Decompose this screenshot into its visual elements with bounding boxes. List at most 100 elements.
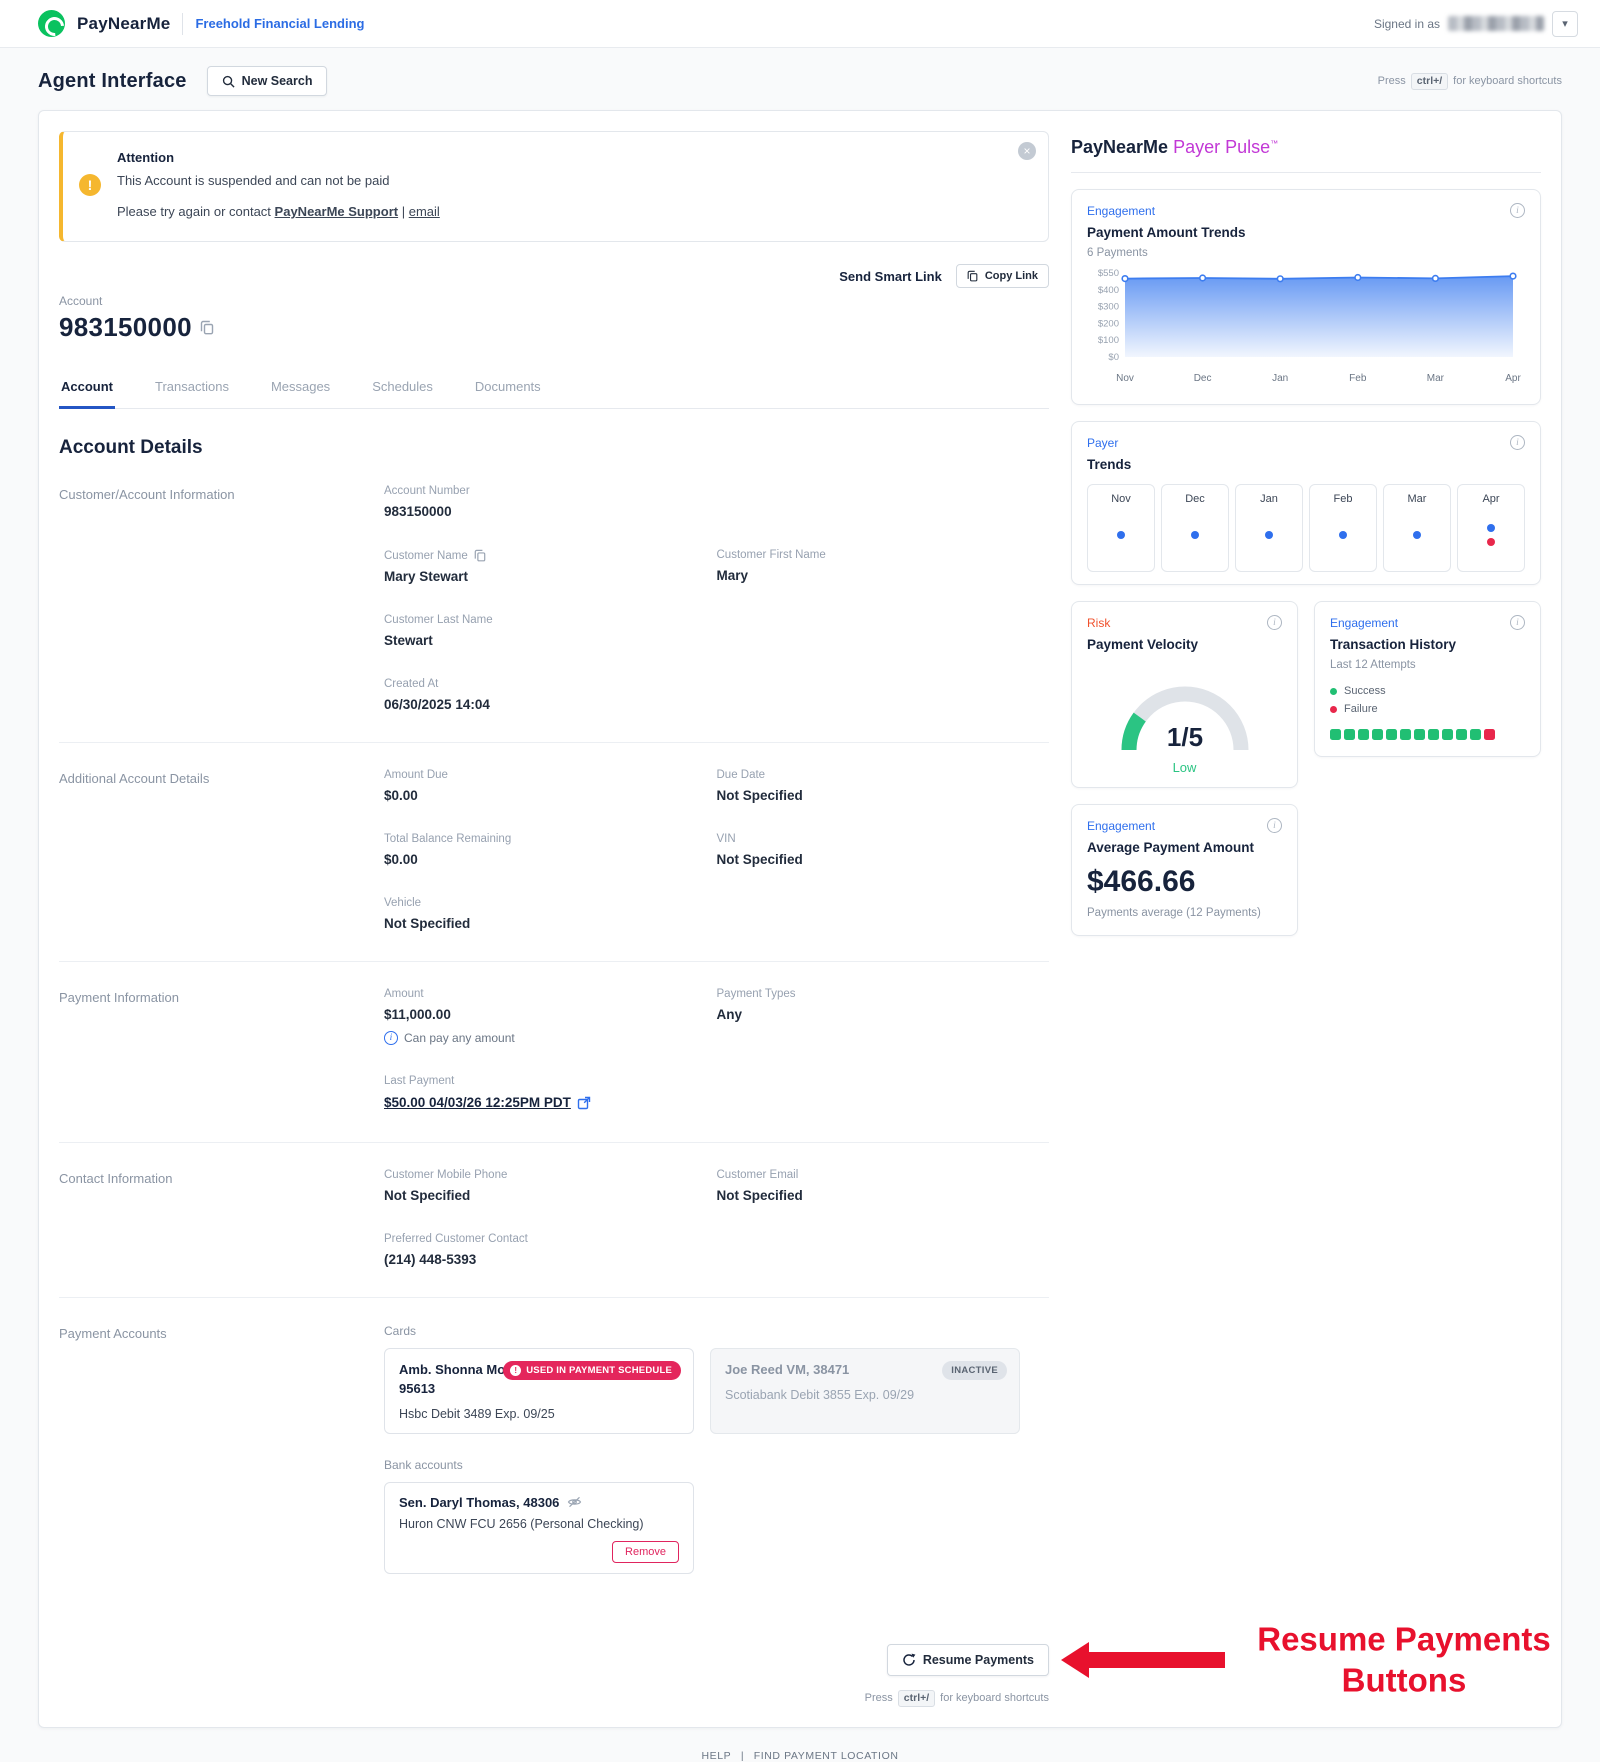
title-row: Agent Interface New Search Press ctrl+/ … [0,48,1600,110]
field-due-date: Due Date Not Specified [717,769,1050,803]
field-total-balance-remaining: Total Balance Remaining $0.00 [384,833,717,867]
new-search-button[interactable]: New Search [206,66,328,96]
field-value: Not Specified [716,788,803,803]
field-created-at: Created At 06/30/2025 14:04 [384,678,717,712]
svg-text:Mar: Mar [1427,373,1445,384]
tab-schedules[interactable]: Schedules [372,379,433,394]
copy-account-number-button[interactable] [200,320,214,335]
field-customer-last-name: Customer Last Name Stewart [384,614,717,648]
svg-text:Jan: Jan [1272,373,1288,384]
svg-text:Feb: Feb [1349,373,1367,384]
annotation-text: Resume Payments Buttons [1234,1618,1574,1701]
tab-messages[interactable]: Messages [270,379,331,394]
field-value: Mary [716,568,749,583]
month-label: Feb [1333,493,1353,505]
account-menu-button[interactable]: ▾ [1552,10,1578,37]
svg-text:$100: $100 [1098,335,1119,346]
find-payment-location-link[interactable]: FIND PAYMENT LOCATION [753,1749,899,1762]
month-dots [1339,505,1347,571]
support-link[interactable]: PayNearMe Support [274,204,399,219]
tab-documents[interactable]: Documents [474,379,541,394]
external-link-icon [577,1096,591,1109]
average-payment-amount-card: Engagement i Average Payment Amount $466… [1071,804,1298,936]
copy-customer-name-button[interactable] [474,549,486,562]
amount-note-text: Can pay any amount [404,1031,515,1045]
field-label: Customer Email [716,1169,799,1181]
info-icon[interactable]: i [1510,615,1525,630]
account-block: Account 983150000 [59,294,1049,343]
keyboard-shortcut-hint: Press ctrl+/ for keyboard shortcuts [1378,72,1562,90]
info-glyph: i [389,1033,393,1043]
field-value: Mary Stewart [384,569,469,584]
eye-off-icon[interactable] [567,1496,582,1508]
info-icon[interactable]: i [1510,435,1525,450]
refresh-icon [903,1653,916,1666]
trend-month-feb: Feb [1309,484,1377,572]
info-icon[interactable]: i [1267,615,1282,630]
trend-month-dec: Dec [1161,484,1229,572]
attempt-success [1344,729,1355,740]
month-dots [1413,505,1421,571]
alert-badge-icon: ! [510,1365,522,1376]
payer-pulse-heading: PayNearMe Payer Pulse™ [1071,131,1541,173]
payment-card-inactive[interactable]: Joe Reed VM, 38471 INACTIVE Scotiabank D… [710,1348,1020,1434]
section-payment-information: Payment Information Amount $11,000.00 i … [59,962,1049,1143]
cards-group: Cards Amb. Shonna Morgan, 95613 ! USED I… [384,1324,1049,1434]
transaction-history-card: Engagement i Transaction History Last 12… [1314,601,1541,757]
email-link[interactable]: email [408,204,440,219]
attempt-success [1442,729,1453,740]
card-title: Trends [1087,457,1132,472]
field-value: (214) 448-5393 [384,1252,477,1267]
copy-link-button[interactable]: Copy Link [955,264,1049,288]
bank-account-card[interactable]: Sen. Daryl Thomas, 48306 Huron CNW FCU 2… [384,1481,694,1574]
trend-month-mar: Mar [1383,484,1451,572]
gauge-progress [1121,686,1248,751]
resume-payments-row: Resume Payments Resume Payments Buttons [59,1620,1551,1699]
shortcut-suffix: for keyboard shortcuts [940,1692,1049,1705]
svg-text:$300: $300 [1098,302,1119,313]
smart-link-row: Send Smart Link Copy Link [59,264,1049,288]
tab-transactions[interactable]: Transactions [155,379,229,394]
help-link[interactable]: HELP [701,1749,732,1762]
tab-account[interactable]: Account [59,369,115,409]
field-payment-types: Payment Types Any [717,988,1050,1045]
top-bar: PayNearMe Freehold Financial Lending Sig… [0,0,1600,48]
card-subtitle: Last 12 Attempts [1330,659,1416,671]
trend-month-jan: Jan [1235,484,1303,572]
remove-bank-account-button[interactable]: Remove [612,1540,679,1563]
alert-message: This Account is suspended and can not be… [117,173,390,188]
field-label: Customer First Name [716,549,826,561]
field-value: Not Specified [716,852,803,867]
alert-retry-prefix: Please try again or contact [117,204,271,219]
resume-payments-button[interactable]: Resume Payments [886,1643,1049,1676]
field-preferred-customer-contact: Preferred Customer Contact (214) 448-539… [384,1233,717,1267]
svg-text:$0: $0 [1108,352,1119,363]
info-icon[interactable]: i [1267,818,1282,833]
field-label: Customer Name [384,549,697,562]
payment-trends-chart: $550 $400 $300 $200 $100 $0 Nov Dec Jan Feb Mar Apr [1098,268,1522,384]
field-customer-email: Customer Email Not Specified [717,1169,1050,1203]
payment-card-active[interactable]: Amb. Shonna Morgan, 95613 ! USED IN PAYM… [384,1348,694,1434]
suspended-account-alert: ! Attention This Account is suspended an… [59,131,1049,242]
blue-dot-icon [1265,531,1273,539]
card-name: Joe Reed VM, 38471 [725,1362,850,1377]
info-icon[interactable]: i [1510,203,1525,218]
trend-month-nov: Nov [1087,484,1155,572]
card-category: Payer [1087,435,1119,450]
last-payment-text: $50.00 04/03/26 12:25PM PDT [384,1095,571,1110]
close-icon[interactable]: × [1018,142,1036,160]
shortcut-key: ctrl+/ [897,1689,936,1707]
payer-pulse-column: PayNearMe Payer Pulse™ Engagement i Payme… [1071,131,1541,1707]
field-last-payment: Last Payment $50.00 04/03/26 12:25PM PDT [384,1075,717,1112]
card-title: Payment Velocity [1087,637,1199,652]
org-name[interactable]: Freehold Financial Lending [195,16,365,31]
field-value: 983150000 [384,504,452,519]
success-dot-icon [1330,687,1337,695]
last-payment-link[interactable]: $50.00 04/03/26 12:25PM PDT [384,1095,591,1110]
annotation-arrow-icon [1061,1641,1225,1678]
section-title: Customer/Account Information [59,487,235,502]
field-customer-first-name: Customer First Name Mary [717,549,1050,584]
month-label: Jan [1260,493,1278,505]
bank-accounts-label: Bank accounts [384,1457,463,1472]
info-glyph: i [1273,617,1276,628]
